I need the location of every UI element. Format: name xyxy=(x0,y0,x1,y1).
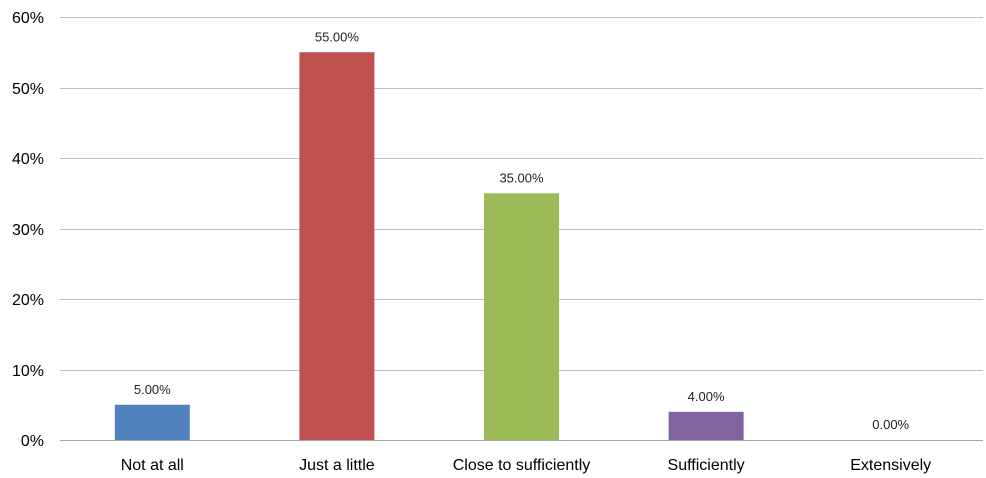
y-tick-label: 20% xyxy=(12,292,44,309)
x-category-label: Extensively xyxy=(850,457,931,474)
y-tick-label: 10% xyxy=(12,363,44,380)
y-tick-label: 30% xyxy=(12,222,44,239)
x-category-label: Sufficiently xyxy=(668,457,745,474)
bar-close-to-sufficiently xyxy=(484,193,559,440)
data-label: 35.00% xyxy=(499,170,544,185)
bar-sufficiently xyxy=(668,411,744,440)
bar-just-a-little xyxy=(299,52,375,440)
data-label: 5.00% xyxy=(134,382,171,397)
y-tick-label: 40% xyxy=(12,151,44,168)
data-labels: 5.00% 55.00% 35.00% 4.00% 0.00% xyxy=(134,29,910,432)
y-tick-label: 50% xyxy=(12,81,44,98)
x-category-label: Close to sufficiently xyxy=(453,457,591,474)
bar-not-at-all xyxy=(114,404,190,440)
y-axis-tick-labels: 0% 10% 20% 30% 40% 50% 60% xyxy=(12,10,44,450)
x-category-label: Just a little xyxy=(299,457,375,474)
bars xyxy=(114,52,744,440)
y-tick-label: 0% xyxy=(21,433,44,450)
data-label: 4.00% xyxy=(688,389,725,404)
x-axis-category-labels: Not at all Just a little Close to sufficie… xyxy=(121,457,931,474)
y-tick-label: 60% xyxy=(12,10,44,27)
data-label: 55.00% xyxy=(315,29,360,44)
x-category-label: Not at all xyxy=(121,457,184,474)
data-label: 0.00% xyxy=(872,417,909,432)
